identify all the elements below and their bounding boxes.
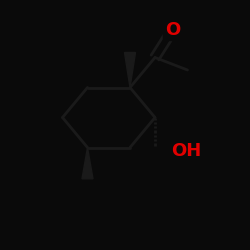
Text: O: O — [165, 21, 180, 39]
Text: OH: OH — [171, 142, 202, 160]
Polygon shape — [82, 148, 93, 179]
Polygon shape — [124, 52, 136, 88]
